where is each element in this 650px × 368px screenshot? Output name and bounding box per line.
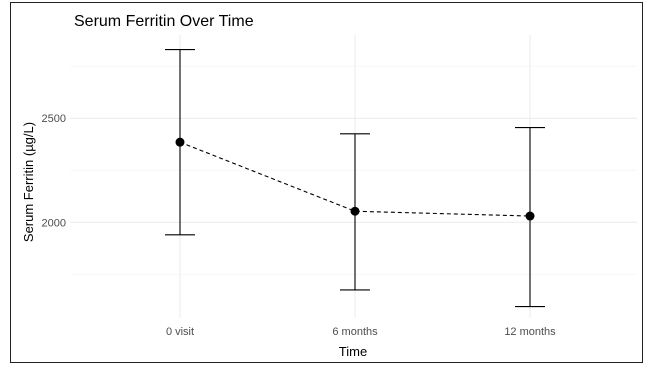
chart-frame	[10, 2, 643, 363]
x-ticks: 0 visit 6 months 12 months	[166, 326, 556, 338]
data-point	[525, 211, 535, 221]
y-axis-label: Serum Ferritin (µg/L)	[21, 122, 36, 242]
y-tick-label: 2500	[42, 113, 66, 125]
trend-line	[179, 141, 531, 217]
x-tick-label: 12 months	[504, 326, 556, 338]
x-tick-label: 0 visit	[166, 326, 194, 338]
y-tick-label: 2000	[42, 217, 66, 229]
data-point	[350, 206, 360, 216]
data-point	[175, 137, 185, 147]
series-marks	[165, 49, 545, 308]
x-axis-label: Time	[339, 344, 367, 359]
chart-title: Serum Ferritin Over Time	[74, 13, 254, 30]
grid	[70, 35, 637, 318]
y-ticks: 2000 2500	[42, 113, 66, 229]
x-tick-label: 6 months	[332, 326, 378, 338]
